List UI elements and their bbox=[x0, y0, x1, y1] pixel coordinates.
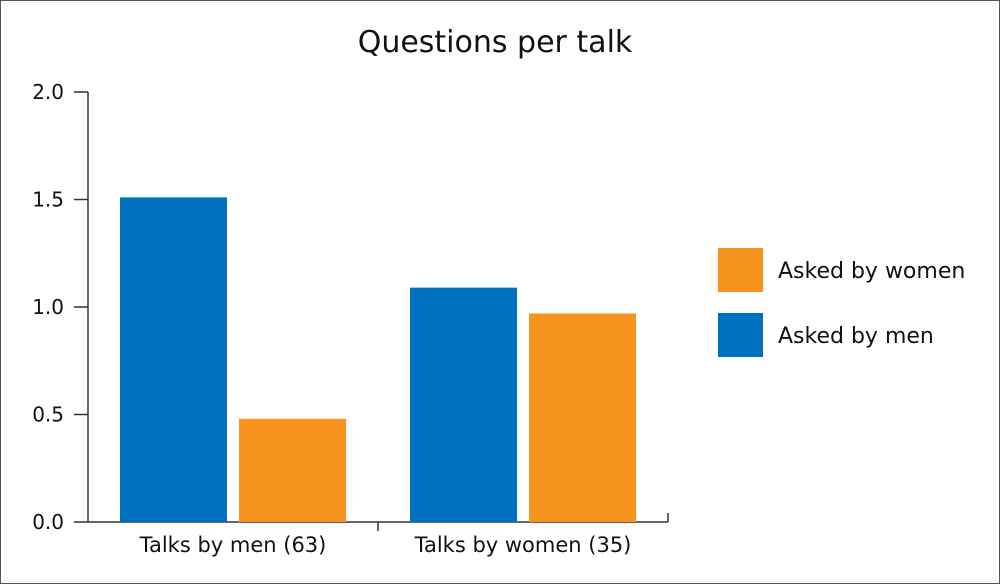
y-tick-label: 2.0 bbox=[32, 80, 64, 104]
legend-label: Asked by women bbox=[778, 259, 965, 284]
legend: Asked by women Asked by men bbox=[718, 248, 965, 357]
chart-title: Questions per talk bbox=[358, 25, 633, 60]
plot-area: 0.0 0.5 1.0 1.5 2.0 Talks by men (63) Talks by… bbox=[32, 80, 669, 557]
legend-swatch bbox=[718, 248, 763, 292]
legend-swatch bbox=[718, 313, 763, 357]
bar bbox=[239, 418, 346, 522]
y-tick-label: 0.5 bbox=[32, 403, 64, 427]
x-category-label: Talks by men (63) bbox=[139, 533, 327, 557]
bar bbox=[120, 197, 227, 522]
legend-label: Asked by men bbox=[778, 324, 934, 349]
bar bbox=[410, 287, 517, 522]
y-tick-label: 0.0 bbox=[32, 510, 64, 534]
y-tick-label: 1.5 bbox=[32, 188, 64, 212]
y-tick-label: 1.0 bbox=[32, 295, 64, 319]
bar bbox=[529, 313, 636, 522]
x-category-label: Talks by women (35) bbox=[414, 533, 632, 557]
